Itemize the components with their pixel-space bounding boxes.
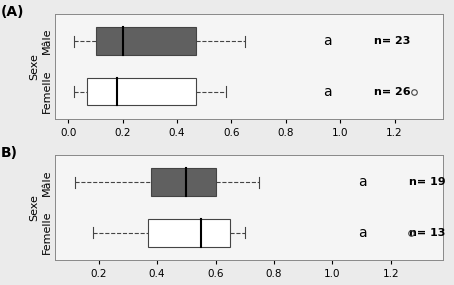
Text: a: a	[358, 175, 366, 189]
Text: a: a	[323, 34, 331, 48]
Bar	[151, 168, 216, 196]
Bar	[96, 27, 196, 55]
Text: n= 19: n= 19	[409, 177, 445, 187]
Text: B): B)	[0, 146, 17, 160]
Y-axis label: Sexe: Sexe	[29, 194, 39, 221]
Text: a: a	[358, 226, 366, 240]
Text: n= 26: n= 26	[374, 87, 410, 97]
Bar	[148, 219, 230, 247]
Text: a: a	[323, 85, 331, 99]
Text: n= 13: n= 13	[409, 228, 445, 238]
Text: n= 23: n= 23	[374, 36, 410, 46]
Y-axis label: Sexe: Sexe	[29, 53, 39, 80]
Bar	[88, 78, 196, 105]
Text: (A): (A)	[0, 5, 24, 19]
